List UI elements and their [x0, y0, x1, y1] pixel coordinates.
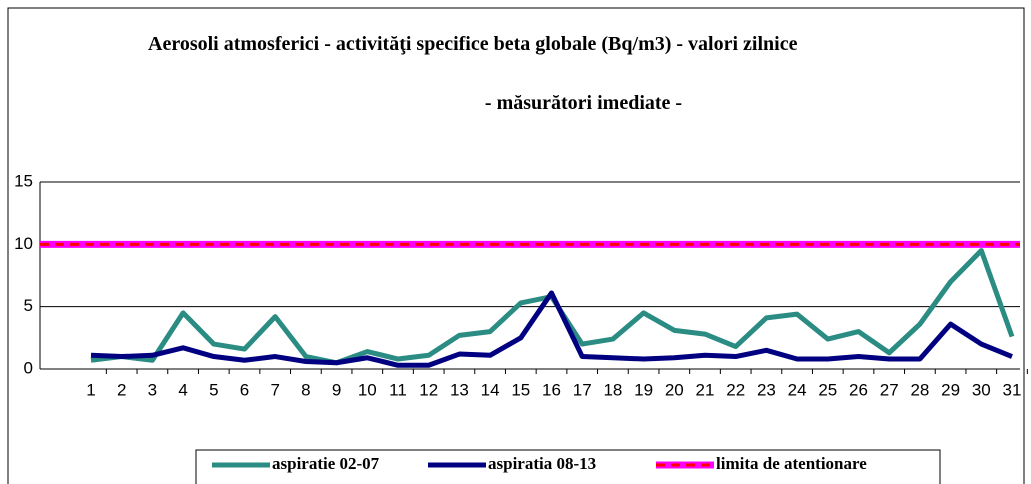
x-tick-label: 20	[665, 380, 684, 399]
legend-box	[195, 449, 941, 484]
series-line	[90, 290, 1013, 368]
x-tick-label: 24	[788, 380, 807, 399]
x-tick-label: 1	[86, 380, 95, 399]
x-tick-label: 5	[209, 380, 218, 399]
x-tick-label: 8	[301, 380, 310, 399]
x-tick-label: 28	[910, 380, 929, 399]
x-tick-label: 11	[389, 380, 407, 399]
y-tick-label: 0	[24, 358, 33, 377]
x-tick-label: 4	[178, 380, 187, 399]
x-tick-label: 13	[450, 380, 469, 399]
x-tick-label: 18	[603, 380, 622, 399]
x-tick-label: 21	[696, 380, 715, 399]
x-tick-label: 12	[419, 380, 438, 399]
legend-label: limita de atentionare	[716, 454, 867, 473]
chart-frame	[7, 7, 1025, 484]
x-tick-label: 10	[358, 380, 377, 399]
x-tick-label: 27	[880, 380, 899, 399]
x-tick-label: 2	[117, 380, 126, 399]
x-tick-label: 26	[849, 380, 868, 399]
x-tick-label: 19	[634, 380, 653, 399]
y-tick-label: 10	[14, 234, 33, 253]
x-tick-label: 22	[726, 380, 745, 399]
x-tick-label: 6	[240, 380, 249, 399]
x-tick-label: 3	[148, 380, 157, 399]
x-tick-label: 7	[270, 380, 279, 399]
chart-subtitle: - măsurători imediate -	[484, 92, 683, 114]
legend-label: aspiratie 02-07	[272, 454, 380, 473]
x-tick-label: 14	[481, 380, 500, 399]
x-tick-label: 29	[941, 380, 960, 399]
legend-label: aspiratia 08-13	[488, 454, 596, 473]
x-tick-label: 17	[573, 380, 592, 399]
x-tick-label: 23	[757, 380, 776, 399]
y-tick-label: 5	[24, 296, 33, 315]
x-tick-label: 15	[511, 380, 530, 399]
x-tick-label: 30	[972, 380, 991, 399]
y-tick-label: 15	[14, 171, 33, 190]
chart-title: Aerosoli atmosferici - activităţi specif…	[148, 33, 798, 55]
x-tick-label: 25	[818, 380, 837, 399]
x-tick-label: 31	[1003, 380, 1022, 399]
x-tick-label: 16	[542, 380, 561, 399]
x-tick-label: 9	[332, 380, 341, 399]
